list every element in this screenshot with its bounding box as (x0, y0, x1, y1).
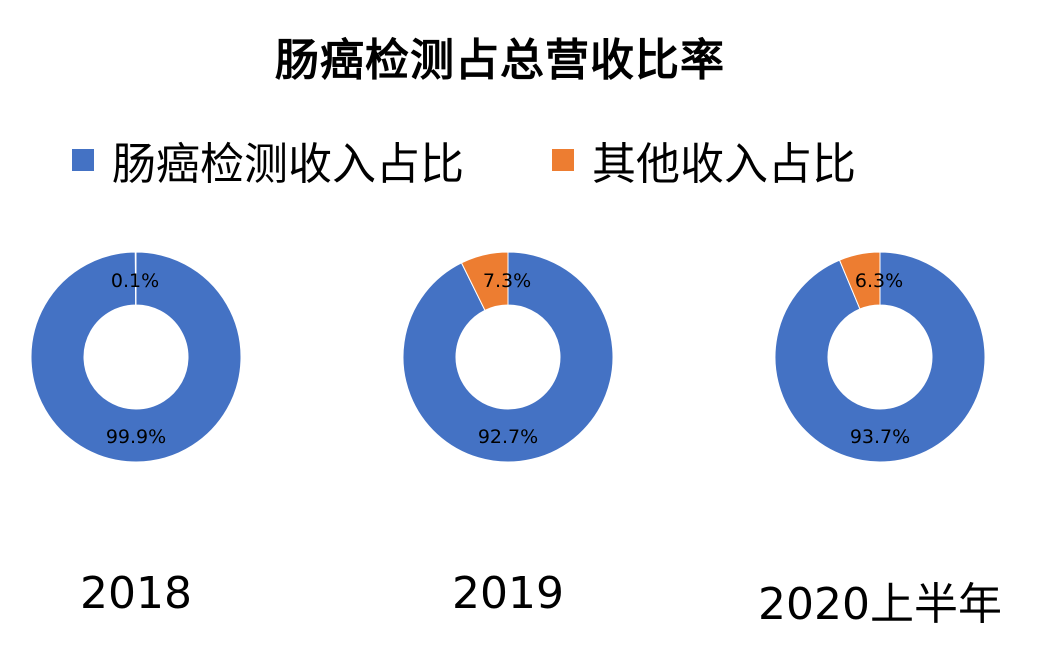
year-label-2020h1: 2020上半年 (758, 579, 1002, 630)
legend-swatch-colorectal (72, 149, 94, 171)
donut-slice-2018-colorectal (30, 251, 242, 463)
donut-slice-2020h1-colorectal (774, 251, 986, 463)
legend-item-colorectal: 肠癌检测收入占比 (72, 128, 464, 192)
donut-slice-2020h1-other (838, 251, 881, 310)
legend-item-other: 其他收入占比 (552, 128, 856, 192)
legend: 肠癌检测收入占比 其他收入占比 (72, 128, 856, 192)
slice-label-2019-colorectal: 92.7% (478, 426, 538, 448)
chart-title: 肠癌检测占总营收比率 (275, 35, 725, 86)
legend-label-colorectal: 肠癌检测收入占比 (112, 139, 464, 190)
slice-label-2018-other: 0.1% (111, 270, 159, 292)
year-label-2019: 2019 (452, 568, 564, 619)
donut-slice-2019-colorectal (402, 251, 614, 463)
legend-swatch-other (552, 149, 574, 171)
year-label-2018: 2018 (80, 568, 192, 619)
slice-label-2020h1-other: 6.3% (855, 270, 903, 292)
slice-label-2020h1-colorectal: 93.7% (850, 426, 910, 448)
donut-slice-2019-other (460, 251, 509, 312)
slice-label-2018-colorectal: 99.9% (106, 426, 166, 448)
donut-slice-2018-other (134, 251, 137, 306)
legend-label-other: 其他收入占比 (592, 139, 856, 190)
slice-label-2019-other: 7.3% (483, 270, 531, 292)
